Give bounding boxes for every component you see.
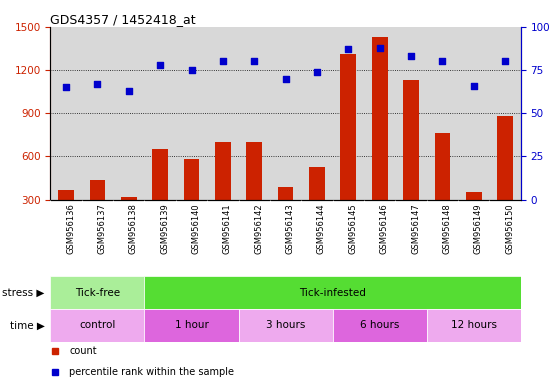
Bar <box>152 149 168 200</box>
Text: GSM956147: GSM956147 <box>411 204 420 254</box>
Text: GSM956142: GSM956142 <box>254 204 263 254</box>
Text: GSM956140: GSM956140 <box>192 204 200 254</box>
Bar <box>215 142 231 200</box>
Point <box>250 58 259 65</box>
Text: GSM956141: GSM956141 <box>223 204 232 254</box>
Point <box>124 88 133 94</box>
Text: stress ▶: stress ▶ <box>2 288 45 298</box>
Bar <box>121 197 137 200</box>
Text: GSM956139: GSM956139 <box>160 204 169 254</box>
Text: GSM956149: GSM956149 <box>474 204 483 254</box>
Text: 12 hours: 12 hours <box>451 320 497 331</box>
Bar <box>403 80 419 200</box>
FancyBboxPatch shape <box>239 309 333 342</box>
Bar <box>90 180 105 200</box>
FancyBboxPatch shape <box>50 309 144 342</box>
Point <box>344 46 353 53</box>
Text: GSM956144: GSM956144 <box>317 204 326 254</box>
Text: GSM956143: GSM956143 <box>286 204 295 254</box>
Text: 6 hours: 6 hours <box>360 320 399 331</box>
Text: 1 hour: 1 hour <box>175 320 208 331</box>
Text: GSM956138: GSM956138 <box>129 204 138 254</box>
Point <box>501 58 510 65</box>
Text: time ▶: time ▶ <box>10 320 45 331</box>
Point <box>407 53 416 59</box>
Bar <box>497 116 513 200</box>
Bar <box>184 159 199 200</box>
Point <box>156 62 165 68</box>
Point <box>281 76 290 82</box>
FancyBboxPatch shape <box>144 309 239 342</box>
Bar <box>435 134 450 200</box>
FancyBboxPatch shape <box>333 309 427 342</box>
FancyBboxPatch shape <box>144 276 521 309</box>
Point <box>438 58 447 65</box>
Text: count: count <box>69 346 97 356</box>
FancyBboxPatch shape <box>427 309 521 342</box>
Text: GSM956145: GSM956145 <box>348 204 357 254</box>
Text: GDS4357 / 1452418_at: GDS4357 / 1452418_at <box>50 13 196 26</box>
Bar <box>58 190 74 200</box>
Bar <box>466 192 482 200</box>
Point <box>187 67 196 73</box>
Bar <box>246 142 262 200</box>
Text: percentile rank within the sample: percentile rank within the sample <box>69 367 234 377</box>
Text: GSM956150: GSM956150 <box>505 204 514 254</box>
Bar <box>340 54 356 200</box>
Text: Tick-infested: Tick-infested <box>299 288 366 298</box>
Point <box>375 45 384 51</box>
Text: GSM956148: GSM956148 <box>442 204 451 254</box>
Text: control: control <box>80 320 115 331</box>
Text: GSM956136: GSM956136 <box>66 204 75 254</box>
FancyBboxPatch shape <box>50 276 144 309</box>
Text: Tick-free: Tick-free <box>75 288 120 298</box>
Point <box>62 84 71 91</box>
Text: GSM956146: GSM956146 <box>380 204 389 254</box>
Point <box>312 69 321 75</box>
Text: GSM956137: GSM956137 <box>97 204 106 254</box>
Point <box>93 81 102 87</box>
Bar <box>278 187 293 200</box>
Bar <box>372 37 388 200</box>
Point <box>218 58 227 65</box>
Point <box>469 83 478 89</box>
Bar <box>309 167 325 200</box>
Text: 3 hours: 3 hours <box>266 320 305 331</box>
